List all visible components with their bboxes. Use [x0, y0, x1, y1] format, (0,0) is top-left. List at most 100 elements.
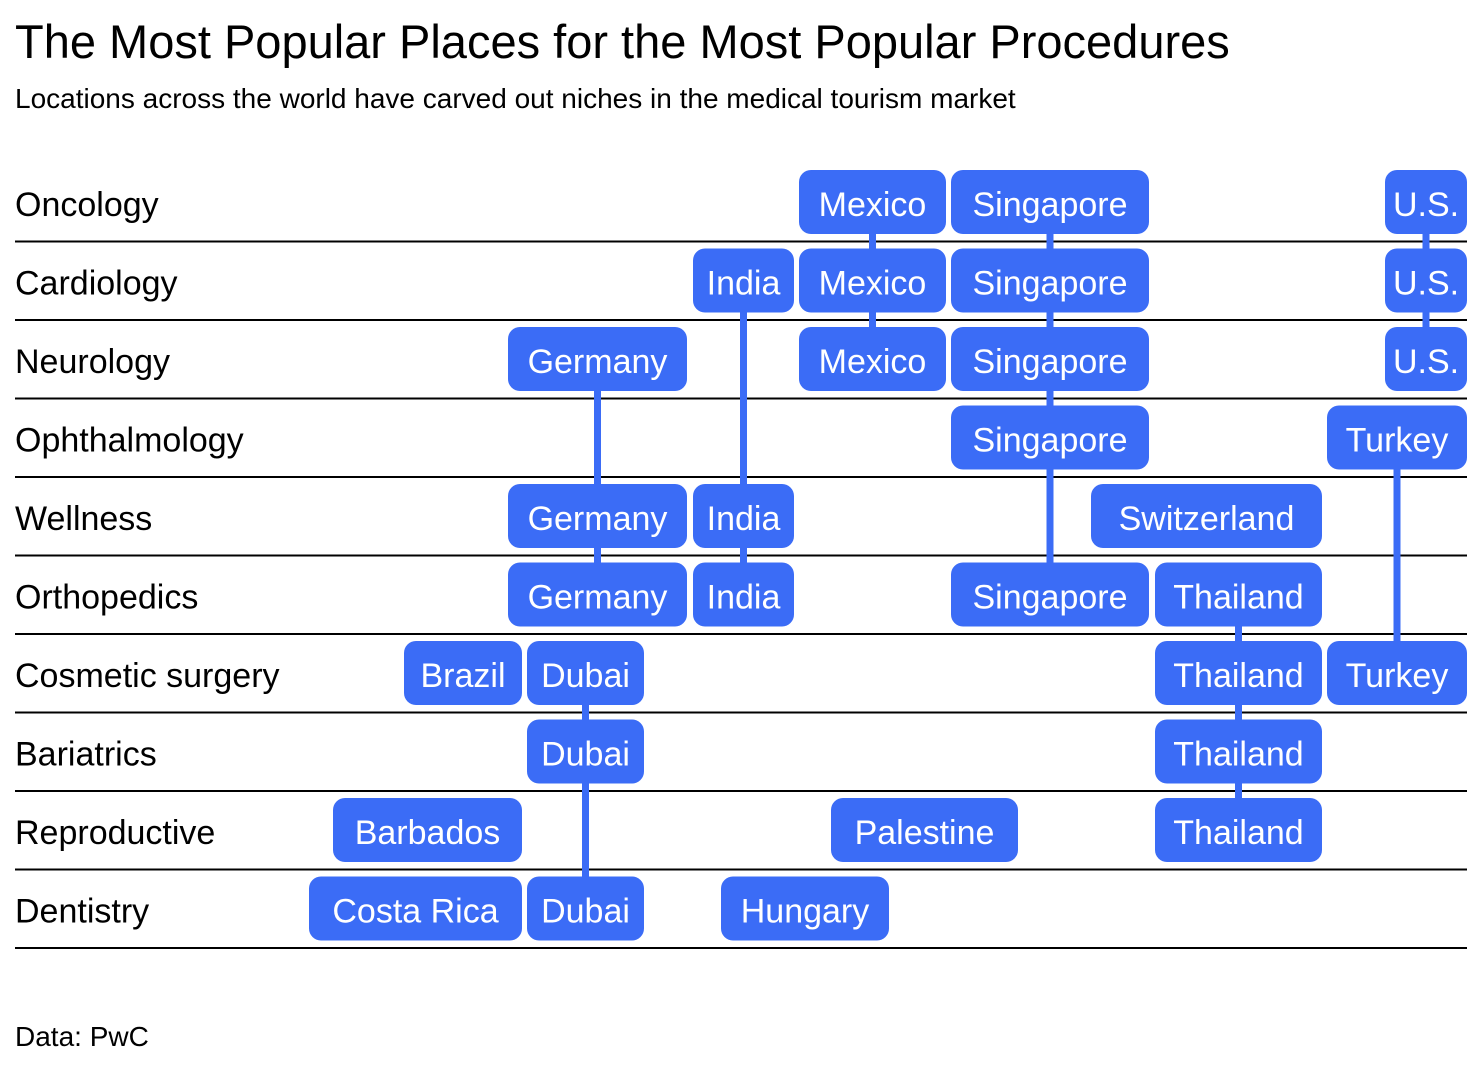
chip-background — [951, 327, 1149, 391]
chip-label: Costa Rica — [332, 893, 498, 931]
row-label-orthopedics: Orthopedics — [15, 579, 198, 617]
row-label-ophthalmology: Ophthalmology — [15, 422, 244, 460]
chip-label: Singapore — [972, 422, 1127, 460]
chip-label: Singapore — [972, 265, 1127, 303]
chart-title: The Most Popular Places for the Most Pop… — [15, 15, 1230, 68]
chip-label: Thailand — [1173, 579, 1303, 617]
chip-background — [1327, 405, 1467, 470]
chip-background — [508, 327, 687, 391]
chip-label: Mexico — [819, 186, 927, 224]
procedure-location-chart: Oncology Cardiology Neurology Ophthalmology… — [15, 170, 1467, 949]
chip-dubai-dentistry: Dubai — [527, 876, 644, 941]
chip-label: India — [707, 579, 781, 617]
chip-costa-rica-dentistry: Costa Rica — [309, 876, 522, 941]
chip-label: India — [707, 500, 781, 538]
chip-label: Singapore — [972, 343, 1127, 381]
chip-singapore-oncology: Singapore — [951, 170, 1149, 234]
row-label-oncology: Oncology — [15, 186, 159, 224]
chip-background — [799, 327, 946, 391]
chip-singapore-cardiology: Singapore — [951, 248, 1149, 313]
chip-dubai-cosmetic-surgery: Dubai — [527, 641, 644, 705]
row-label-reproductive: Reproductive — [15, 814, 215, 852]
chip-background — [527, 876, 644, 941]
location-chips: Mexico Mexico Mexico Singapore Singapore Sing… — [309, 170, 1467, 941]
row-labels: Oncology Cardiology Neurology Ophthalmology… — [15, 186, 280, 931]
chip-mexico-oncology: Mexico — [799, 170, 946, 234]
chip-thailand-reproductive: Thailand — [1155, 798, 1322, 862]
chip-mexico-cardiology: Mexico — [799, 248, 946, 313]
chip-background — [693, 562, 794, 627]
chip-thailand-bariatrics: Thailand — [1155, 719, 1322, 784]
chip-india-orthopedics: India — [693, 562, 794, 627]
chip-u-s-neurology: U.S. — [1385, 327, 1467, 391]
chip-label: Singapore — [972, 579, 1127, 617]
chip-switzerland-wellness: Switzerland — [1091, 484, 1322, 548]
chip-turkey-ophthalmology: Turkey — [1327, 405, 1467, 470]
chip-background — [693, 248, 794, 313]
chip-label: Germany — [528, 343, 668, 381]
chip-u-s-cardiology: U.S. — [1385, 248, 1467, 313]
chip-dubai-bariatrics: Dubai — [527, 719, 644, 784]
chip-thailand-cosmetic-surgery: Thailand — [1155, 641, 1322, 705]
chip-label: Thailand — [1173, 814, 1303, 852]
chip-background — [527, 719, 644, 784]
chip-background — [1155, 562, 1322, 627]
chip-background — [333, 798, 522, 862]
chip-brazil-cosmetic-surgery: Brazil — [404, 641, 522, 705]
chip-background — [1385, 248, 1467, 313]
chip-label: Palestine — [855, 814, 995, 852]
chip-label: Dubai — [541, 893, 630, 931]
chip-germany-neurology: Germany — [508, 327, 687, 391]
chip-mexico-neurology: Mexico — [799, 327, 946, 391]
chip-label: Dubai — [541, 657, 630, 695]
chip-label: Singapore — [972, 186, 1127, 224]
chip-singapore-ophthalmology: Singapore — [951, 405, 1149, 470]
chip-background — [1327, 641, 1467, 705]
chip-germany-wellness: Germany — [508, 484, 687, 548]
chip-background — [508, 562, 687, 627]
chip-label: U.S. — [1393, 343, 1459, 381]
chip-palestine-reproductive: Palestine — [831, 798, 1018, 862]
chip-label: Turkey — [1346, 657, 1449, 695]
chip-india-wellness: India — [693, 484, 794, 548]
chip-background — [404, 641, 522, 705]
row-label-dentistry: Dentistry — [15, 893, 149, 931]
chip-background — [721, 876, 889, 941]
chip-background — [831, 798, 1018, 862]
chip-label: Mexico — [819, 343, 927, 381]
chip-label: India — [707, 265, 781, 303]
chip-label: Switzerland — [1119, 500, 1295, 538]
chart-subtitle: Locations across the world have carved o… — [15, 83, 1016, 114]
chip-background — [508, 484, 687, 548]
row-label-neurology: Neurology — [15, 343, 170, 381]
chip-turkey-cosmetic-surgery: Turkey — [1327, 641, 1467, 705]
chip-singapore-orthopedics: Singapore — [951, 562, 1149, 627]
chip-background — [527, 641, 644, 705]
chip-background — [799, 248, 946, 313]
chip-background — [799, 170, 946, 234]
chip-background — [951, 405, 1149, 470]
chip-background — [951, 170, 1149, 234]
chip-background — [1155, 798, 1322, 862]
chip-label: Mexico — [819, 265, 927, 303]
chip-background — [1385, 170, 1467, 234]
chip-background — [1091, 484, 1322, 548]
source-note: Data: PwC — [15, 1021, 149, 1052]
chip-hungary-dentistry: Hungary — [721, 876, 889, 941]
chip-label: Germany — [528, 579, 668, 617]
chip-background — [309, 876, 522, 941]
chip-label: U.S. — [1393, 186, 1459, 224]
chip-singapore-neurology: Singapore — [951, 327, 1149, 391]
row-label-cardiology: Cardiology — [15, 265, 178, 303]
chip-label: Barbados — [355, 814, 501, 852]
chip-label: Brazil — [420, 657, 505, 695]
chip-india-cardiology: India — [693, 248, 794, 313]
chip-barbados-reproductive: Barbados — [333, 798, 522, 862]
chip-thailand-orthopedics: Thailand — [1155, 562, 1322, 627]
chip-label: Thailand — [1173, 736, 1303, 774]
chip-label: Hungary — [741, 893, 870, 931]
row-label-cosmetic-surgery: Cosmetic surgery — [15, 657, 280, 695]
chip-label: Turkey — [1346, 422, 1449, 460]
chip-background — [1155, 719, 1322, 784]
row-label-wellness: Wellness — [15, 500, 152, 538]
